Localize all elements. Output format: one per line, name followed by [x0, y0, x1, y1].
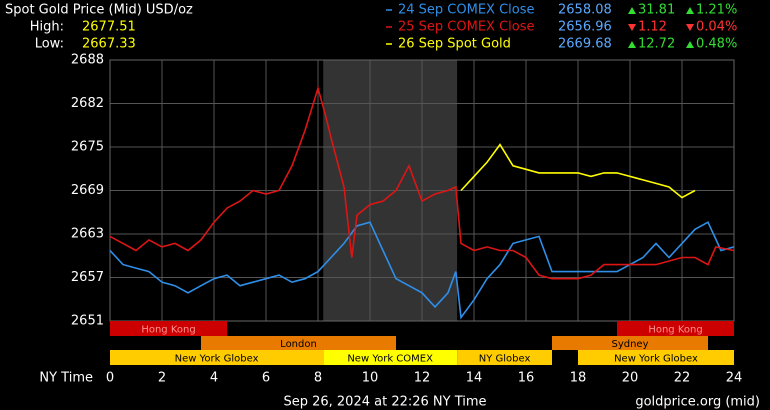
legend-change-pct: 0.04% [696, 20, 737, 35]
x-axis-label: NY Time [39, 371, 93, 386]
plot-frame [109, 59, 735, 322]
high-label: High: [30, 20, 64, 35]
change-arrow [628, 41, 636, 48]
legend-name: 24 Sep COMEX Close [398, 3, 535, 18]
y-tick-label: 2657 [71, 270, 104, 285]
chart-title: Spot Gold Price (Mid) USD/oz [5, 3, 193, 18]
x-tick-label: 10 [362, 371, 379, 386]
price-line [460, 143, 696, 199]
change-arrow [686, 24, 694, 31]
change-arrow [686, 7, 694, 14]
x-tick-label: 4 [210, 371, 218, 386]
x-tick-label: 16 [518, 371, 535, 386]
x-tick-label: 0 [106, 371, 114, 386]
y-tick-label: 2669 [71, 183, 104, 198]
legend-change-pct: 0.48% [696, 37, 737, 52]
legend-close: 2658.08 [558, 3, 612, 18]
source: goldprice.org (mid) [635, 395, 760, 410]
x-tick-label: 24 [726, 371, 743, 386]
low-label: Low: [35, 37, 64, 52]
session-bar [110, 350, 324, 365]
session-label: New York Globex [614, 354, 698, 365]
low-value: 2667.33 [82, 37, 136, 52]
legend-name: 25 Sep COMEX Close [398, 20, 535, 35]
session-bar [578, 350, 734, 365]
price-line [109, 85, 735, 280]
x-tick-label: 8 [314, 371, 322, 386]
session-bar [457, 350, 552, 365]
legend-name: 26 Sep Spot Gold [398, 37, 511, 52]
x-tick-label: 18 [570, 371, 587, 386]
y-tick-label: 2682 [71, 96, 104, 111]
legend-change: 12.72 [638, 37, 675, 52]
session-bar [323, 350, 458, 365]
session-label: London [280, 339, 317, 350]
change-arrow [686, 41, 694, 48]
change-arrow [628, 7, 636, 14]
session-label: NY Globex [479, 354, 531, 365]
x-tick-label: 2 [158, 371, 166, 386]
y-tick-label: 2688 [71, 53, 104, 68]
legend-close: 2656.96 [558, 20, 612, 35]
legend-change-pct: 1.21% [696, 3, 737, 18]
price-line [109, 221, 735, 320]
footer: Sep 26, 2024 at 22:26 NY Time [283, 395, 486, 410]
session-bar [552, 336, 708, 350]
session-label: New York Globex [175, 354, 259, 365]
x-tick-label: 22 [674, 371, 691, 386]
high-value: 2677.51 [82, 20, 136, 35]
session-label: Hong Kong [141, 325, 195, 336]
legend-change: 1.12 [638, 20, 667, 35]
session-label: Hong Kong [648, 325, 702, 336]
x-tick-label: 14 [466, 371, 483, 386]
session-bar [617, 321, 734, 336]
legend-change: 31.81 [638, 3, 675, 18]
session-label: Sydney [611, 339, 648, 350]
x-tick-label: 20 [622, 371, 639, 386]
legend-close: 2669.68 [558, 37, 612, 52]
y-tick-label: 2663 [71, 227, 104, 242]
change-arrow [628, 24, 636, 31]
y-tick-label: 2651 [71, 314, 104, 329]
x-tick-label: 6 [262, 371, 270, 386]
session-label: New York COMEX [347, 354, 433, 365]
session-bar [201, 336, 396, 350]
y-tick-label: 2675 [71, 139, 104, 154]
x-tick-label: 12 [414, 371, 431, 386]
session-bar [110, 321, 227, 336]
